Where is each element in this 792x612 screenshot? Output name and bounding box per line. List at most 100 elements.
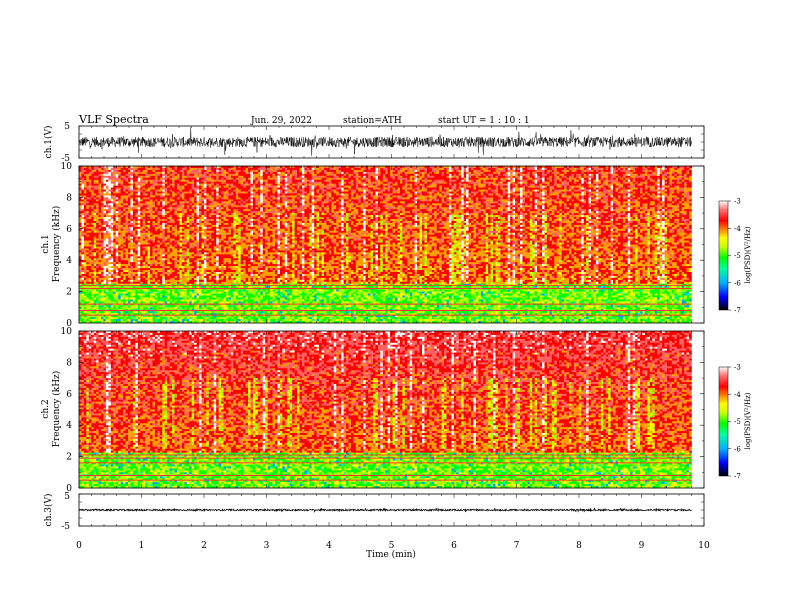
ch1-spectrogram-cell: [118, 213, 121, 216]
ch1-spectrogram-cell: [152, 307, 156, 310]
ch1-spectrogram-cell: [199, 209, 202, 212]
ch1-spectrogram-cell: [203, 281, 207, 285]
ch1-spectrogram-cell: [169, 305, 173, 308]
ch1-spectrogram-cell: [157, 234, 161, 237]
ch1-spectrogram-cell: [223, 222, 227, 226]
ch1-spectrogram-cell: [208, 256, 212, 259]
ch1-spectrogram-cell: [140, 311, 143, 314]
ch1-spectrogram-cell: [211, 313, 215, 316]
ch1-spectrogram-cell: [86, 262, 90, 265]
ch1-spectrogram-cell: [79, 275, 82, 279]
ch1-spectrogram-cell: [142, 268, 146, 271]
ch1-spectrogram-cell: [201, 217, 205, 220]
ch1-spectrogram-cell: [128, 183, 131, 186]
ch1-spectrogram-cell: [150, 277, 153, 281]
ch1-spectrogram-cell: [186, 236, 190, 239]
ch1-spectrogram-cell: [91, 169, 94, 173]
ch1-spectrogram-cell: [105, 317, 109, 320]
ch1-spectrogram-cell: [221, 166, 224, 169]
ch1-spectrogram-cell: [147, 189, 151, 192]
ch1-spectrogram-cell: [150, 260, 153, 263]
ch1-spectrogram-cell: [88, 207, 92, 210]
ch1-spectrogram-cell: [203, 307, 207, 310]
ch1-spectrogram-cell: [208, 254, 212, 257]
ch1-spectrogram-cell: [105, 262, 109, 265]
ch1-spectrogram-cell: [157, 195, 161, 198]
ch1-spectrogram-cell: [115, 297, 119, 300]
ch1-spectrogram-cell: [79, 173, 82, 177]
ch1-spectrogram-cell: [203, 205, 207, 208]
ch1-spectrogram-cell: [125, 242, 129, 245]
ch1-spectrogram-cell: [108, 177, 112, 181]
ch1-spectrogram-cell: [211, 319, 215, 322]
ch1-spectrogram-cell: [152, 311, 156, 314]
ch1-spectrogram-cell: [93, 169, 97, 173]
ch1-spectrogram-cell: [118, 222, 121, 226]
ch1-spectrogram-cell: [174, 279, 178, 283]
ch1-spectrogram-cell: [88, 254, 92, 257]
ch1-spectrogram-cell: [208, 173, 212, 177]
ch1-spectrogram-cell: [159, 321, 163, 324]
ch1-spectrogram-cell: [105, 297, 109, 300]
ch1-spectrogram-cell: [110, 199, 114, 202]
ch1-spectrogram-cell: [96, 215, 99, 218]
ch1-spectrogram-cell: [118, 268, 121, 271]
ch1-spectrogram-cell: [86, 258, 90, 261]
ch1-spectrogram-cell: [150, 230, 153, 234]
ch1-spectrogram-cell: [91, 271, 94, 275]
ch1-spectrogram-cell: [81, 195, 85, 198]
ch1-spectrogram-cell: [130, 224, 134, 228]
ch1-spectrogram-cell: [196, 191, 200, 194]
ch1-spectrogram-cell: [137, 222, 141, 226]
ch1-spectrogram-cell: [86, 222, 90, 226]
ch1-spectrogram-cell: [147, 293, 151, 296]
ch1-spectrogram-cell: [172, 268, 175, 271]
ch1-spectrogram-cell: [93, 321, 97, 324]
ch1-spectrogram-cell: [218, 236, 222, 239]
ch1-spectrogram-cell: [157, 166, 161, 169]
ch1-spectrogram-cell: [191, 171, 195, 175]
ch1-spectrogram-cell: [159, 167, 163, 171]
ch1-spectrogram-cell: [150, 246, 153, 249]
ch1-spectrogram-cell: [223, 197, 227, 200]
ch1-spectrogram-cell: [169, 321, 173, 324]
ch1-spectrogram-cell: [179, 285, 183, 288]
ch1-spectrogram-cell: [208, 273, 212, 277]
ch1-spectrogram-cell: [169, 195, 173, 198]
ch1-spectrogram-cell: [83, 264, 87, 267]
ch1-spectrogram-cell: [105, 240, 109, 243]
ch1-spectrogram-cell: [98, 281, 102, 285]
ch1-spectrogram-cell: [128, 291, 131, 294]
ch1-spectrogram-cell: [86, 264, 90, 267]
ch1-spectrogram-cell: [211, 252, 215, 255]
ch1-spectrogram-cell: [123, 175, 126, 179]
ch1-spectrogram-cell: [150, 177, 153, 181]
ch1-spectrogram-cell: [96, 183, 99, 186]
ch1-spectrogram-cell: [186, 228, 190, 232]
ch1-spectrogram-cell: [213, 236, 217, 239]
ch1-spectrogram-cell: [110, 201, 114, 204]
ch1-spectrogram-cell: [132, 209, 136, 212]
ch1-spectrogram-cell: [88, 270, 92, 273]
ch1-spectrogram-cell: [113, 230, 117, 234]
ch1-spectrogram-cell: [105, 187, 109, 190]
ch1-spectrogram-cell: [145, 187, 148, 190]
ch1-spectrogram-cell: [150, 167, 153, 171]
ch1-spectrogram-cell: [186, 187, 190, 190]
ch1-spectrogram-cell: [88, 262, 92, 265]
ch1-spectrogram-cell: [135, 201, 139, 204]
ch1-spectrogram-cell: [159, 215, 163, 218]
ch1-spectrogram-cell: [103, 211, 107, 214]
ch1-spectrogram-cell: [194, 311, 197, 314]
ch1-spectrogram-cell: [206, 203, 210, 206]
ch1-spectrogram-cell: [105, 291, 109, 294]
ch1-spectrogram-cell: [177, 209, 180, 212]
ch1-spectrogram-cell: [103, 285, 107, 288]
ch1-spectrogram-cell: [132, 226, 136, 230]
ch1-spectrogram-cell: [191, 197, 195, 200]
ch1-spectrogram-cell: [184, 173, 188, 177]
ch1-spectrogram-cell: [181, 275, 185, 279]
ch1-spectrogram-cell: [142, 311, 146, 314]
ch1-spectrogram-cell: [211, 244, 215, 247]
ch1-spectrogram-cell: [101, 199, 104, 202]
